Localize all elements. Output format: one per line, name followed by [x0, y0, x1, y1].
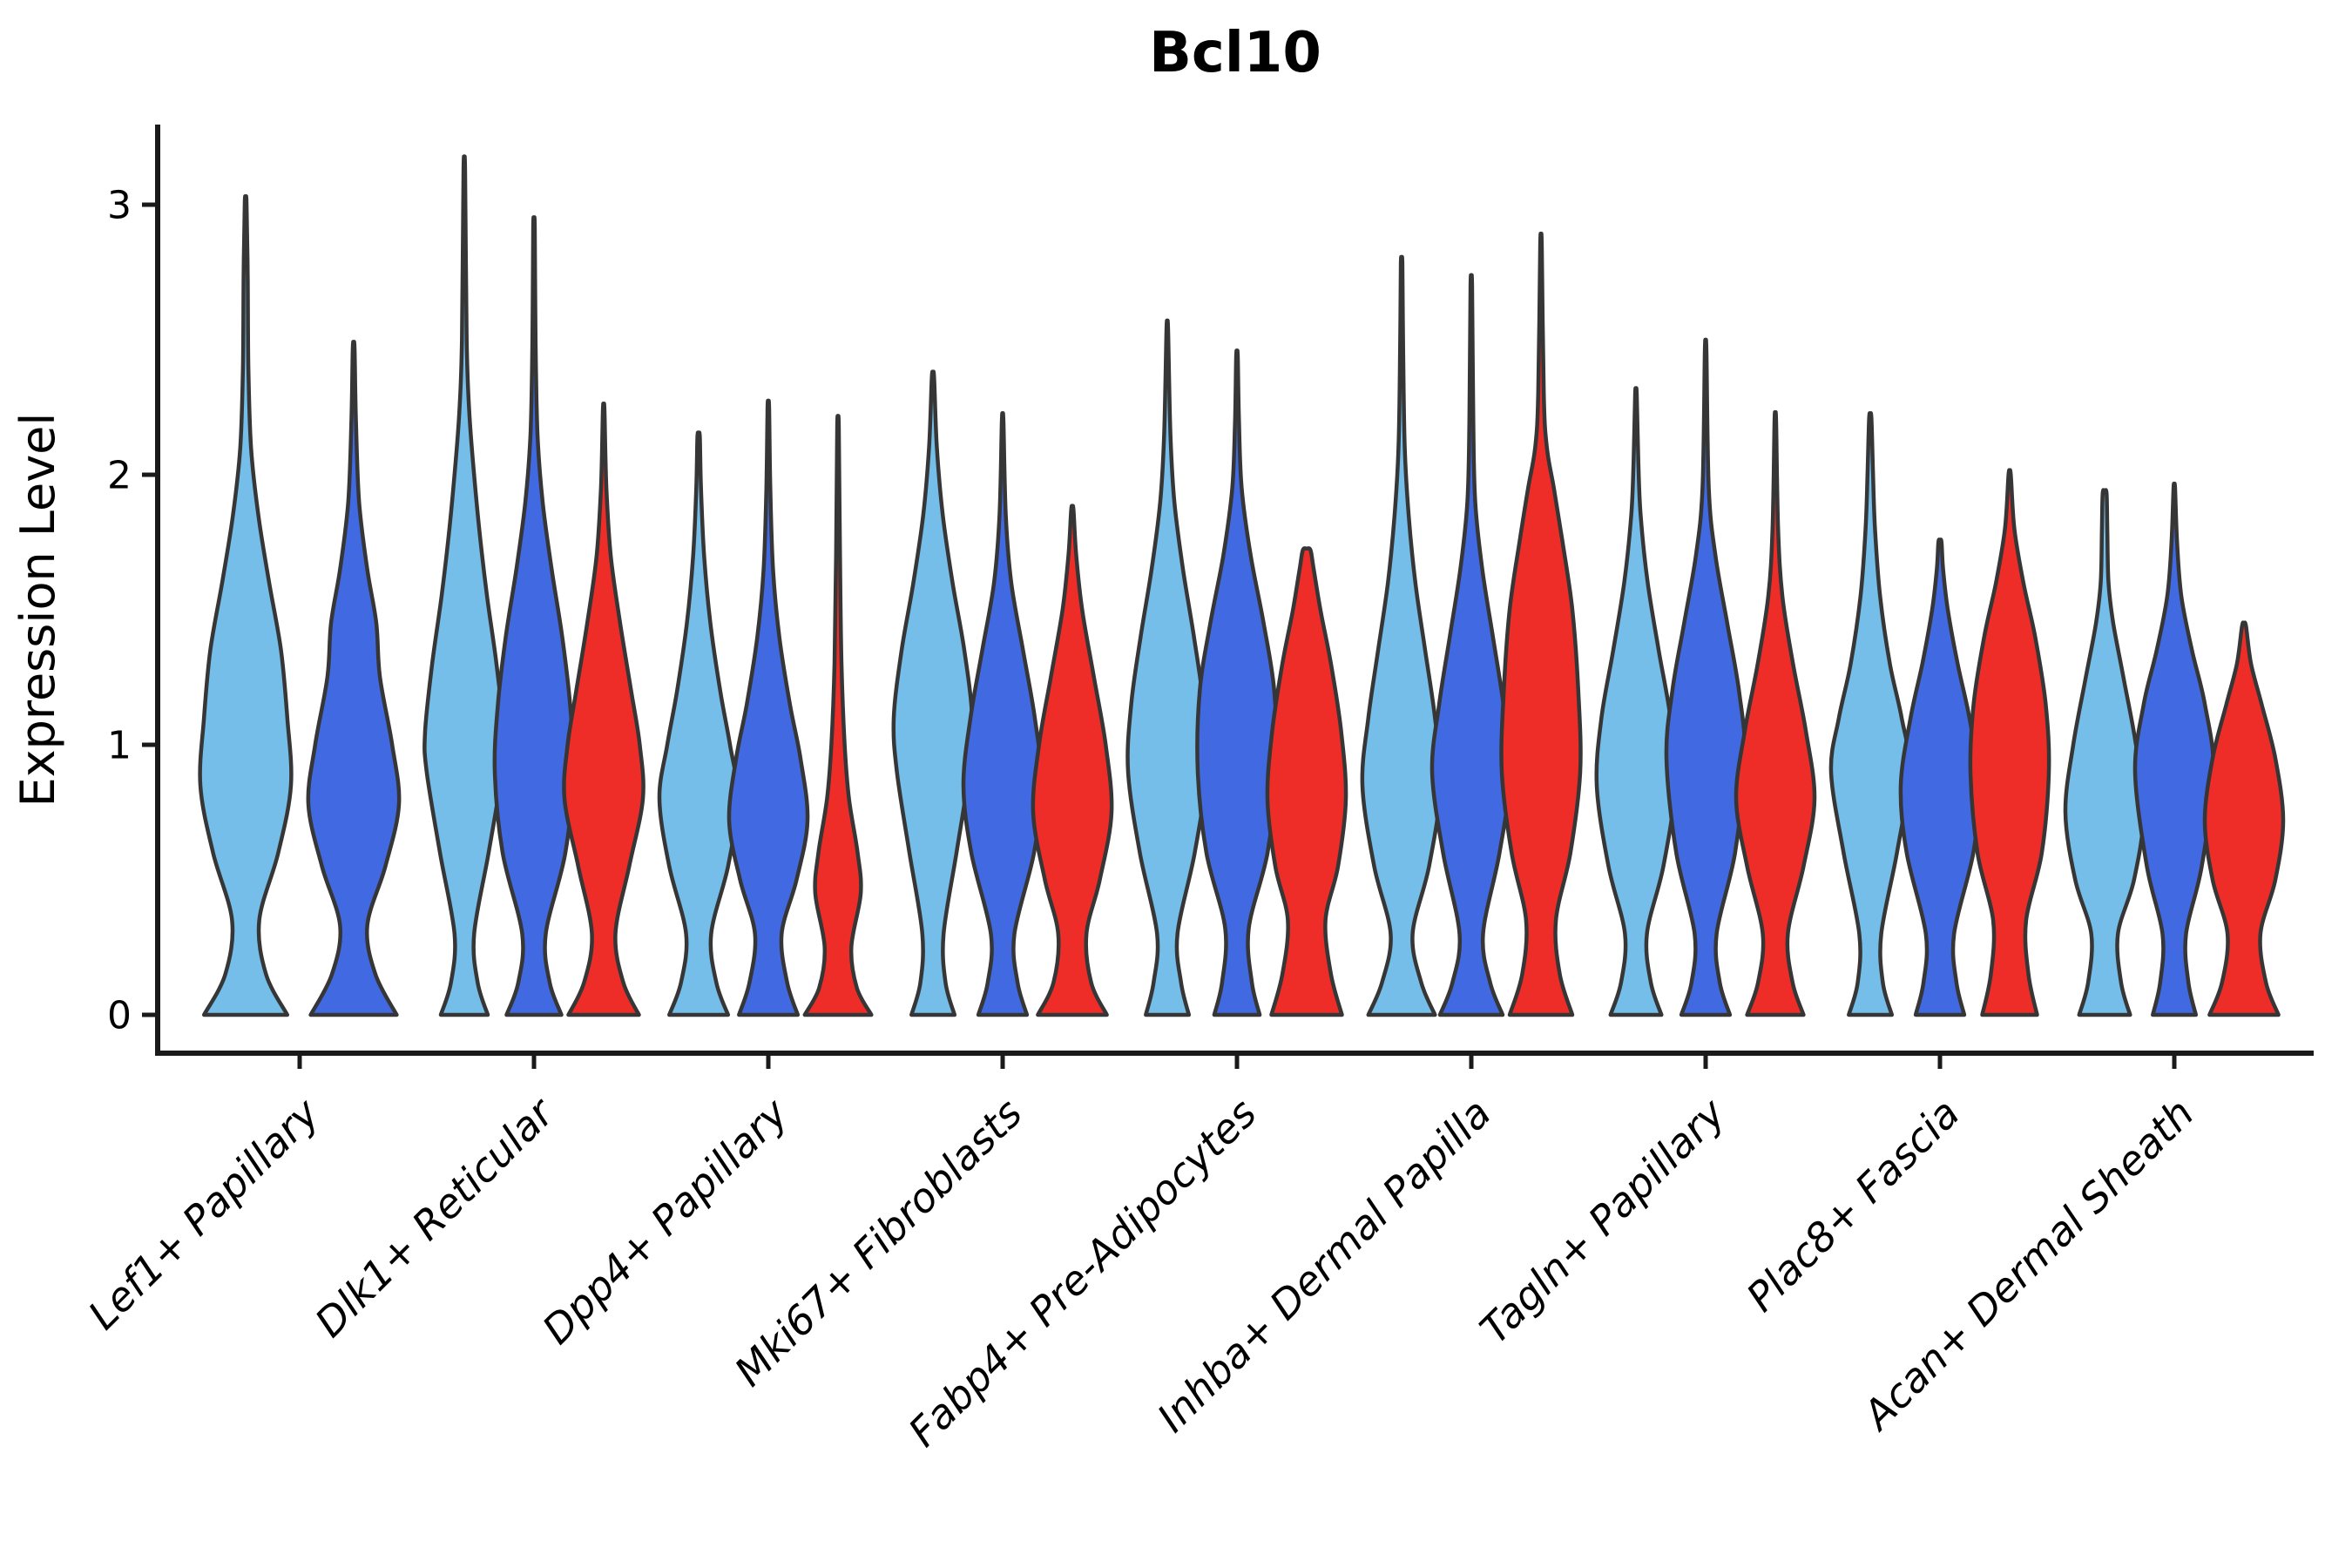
violin-royal-blue-split-4: [1195, 348, 1279, 1017]
violin-red-split-2: [802, 414, 874, 1017]
violin-red-split-1: [562, 401, 645, 1017]
violin-red-split-5: [1499, 232, 1583, 1017]
y-tick-label: 1: [107, 723, 132, 767]
violin-red-split-4: [1265, 546, 1348, 1017]
violin-sky-blue-split-5: [1360, 254, 1443, 1017]
x-category-label: Dlk1+ Reticular: [306, 1087, 564, 1346]
violin-red-split-7: [1968, 468, 2051, 1017]
chart-title: Bcl10: [1149, 21, 1321, 85]
x-category-label: Plac8+ Fascia: [1737, 1090, 1968, 1321]
violin-royal-blue-split-7: [1898, 537, 1982, 1017]
violin-sky-blue-split-0: [198, 193, 294, 1017]
violin-sky-blue-split-1: [422, 154, 506, 1017]
y-tick-label: 2: [107, 453, 132, 497]
violin-sky-blue-split-3: [891, 369, 975, 1017]
axes-layer: [142, 125, 2314, 1069]
violins-layer: [198, 154, 2286, 1017]
violin-royal-blue-split-2: [727, 398, 810, 1017]
y-axis-title: Expression Level: [10, 413, 65, 808]
violin-sky-blue-split-7: [1828, 411, 1912, 1017]
violin-royal-blue-split-6: [1664, 337, 1747, 1017]
x-category-label: Dpp4+ Papillary: [533, 1089, 797, 1353]
violin-royal-blue-split-0: [306, 340, 402, 1017]
x-category-label: Lef1+ Papillary: [79, 1089, 328, 1338]
violin-royal-blue-split-3: [961, 411, 1044, 1017]
violin-sky-blue-split-6: [1594, 386, 1678, 1017]
violin-sky-blue-split-8: [2063, 488, 2146, 1017]
y-tick-label: 0: [107, 993, 132, 1037]
x-category-label: Tagln+ Papillary: [1470, 1089, 1734, 1353]
violin-royal-blue-split-8: [2132, 481, 2216, 1017]
y-tick-label: 3: [107, 183, 132, 227]
violin-sky-blue-split-4: [1125, 318, 1209, 1017]
violin-royal-blue-split-1: [492, 215, 576, 1017]
violin-sky-blue-split-2: [657, 430, 740, 1017]
violin-royal-blue-split-5: [1429, 273, 1513, 1017]
violin-red-split-8: [2202, 620, 2286, 1017]
violin-red-split-6: [1734, 409, 1817, 1017]
violin-red-split-3: [1031, 504, 1114, 1017]
